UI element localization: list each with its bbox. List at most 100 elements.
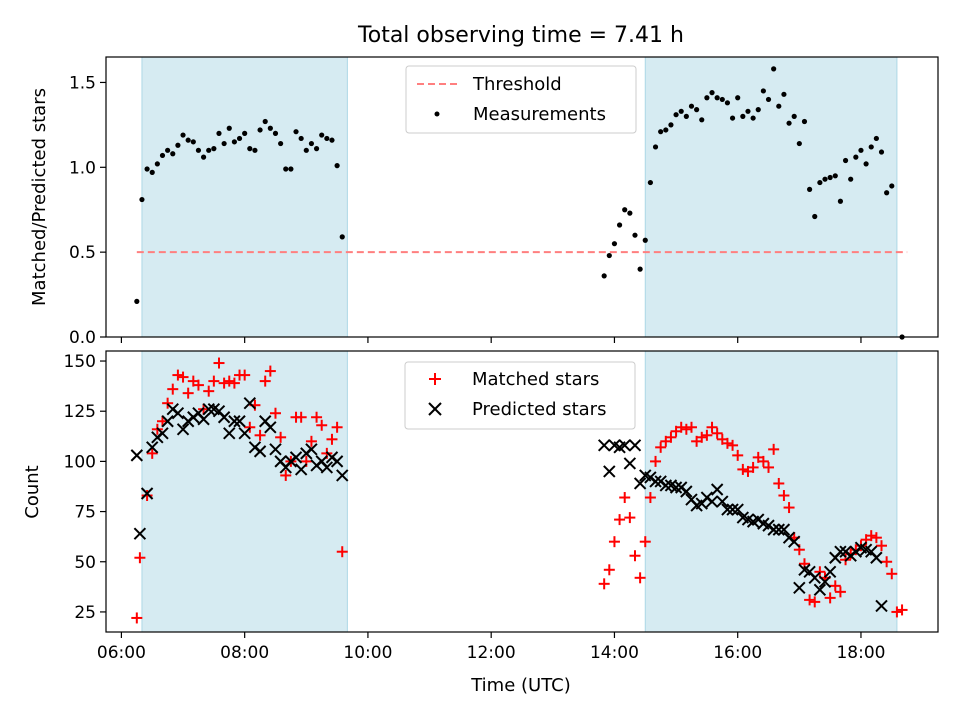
measurement-point	[200, 154, 207, 160]
measurement-point	[627, 210, 633, 216]
measurement-point	[848, 176, 854, 182]
predicted-star-point	[772, 523, 785, 536]
matched-star-point	[254, 429, 266, 441]
measurement-point	[801, 118, 808, 125]
measurement-point	[329, 137, 335, 143]
matched-star-point	[881, 556, 893, 568]
matched-star-point	[834, 586, 846, 598]
measurement-point	[858, 147, 864, 153]
measurement-point	[324, 135, 330, 142]
matched-star-point	[824, 592, 836, 604]
matched-star-point	[203, 385, 215, 397]
predicted-star-point	[161, 415, 174, 428]
predicted-star-point	[130, 449, 144, 462]
bottom-y-ticks: 25 50 75 100 125 150	[64, 352, 106, 623]
predicted-star-point	[777, 523, 791, 536]
measurement-point	[303, 147, 309, 153]
predicted-star-point	[793, 581, 806, 595]
measurement-point	[647, 179, 653, 186]
measurement-point	[278, 140, 284, 147]
predicted-star-point	[202, 403, 215, 416]
measurement-point	[154, 161, 160, 167]
top-y-ticks: 0.0 0.5 1.0 1.5	[69, 73, 106, 348]
matched-star-point	[316, 419, 328, 431]
measurement-point	[740, 113, 746, 119]
measurement-point	[226, 125, 232, 131]
matched-star-point	[655, 441, 667, 453]
measurement-point	[714, 95, 720, 101]
matched-star-point	[650, 455, 662, 467]
measurement-point	[262, 118, 268, 125]
matched-star-point	[634, 572, 646, 584]
predicted-star-point	[176, 423, 190, 436]
measurement-point	[837, 198, 844, 204]
matched-star-point	[134, 552, 146, 564]
measurement-point	[170, 151, 176, 157]
measurement-point	[704, 95, 710, 101]
measurement-point	[755, 107, 761, 113]
measurement-point	[319, 132, 325, 138]
measurement-point	[139, 196, 145, 203]
measurement-point	[195, 147, 202, 153]
predicted-star-point	[633, 477, 647, 490]
matched-star-point	[239, 369, 251, 381]
matched-star-point	[624, 512, 636, 524]
measurement-point	[134, 298, 140, 304]
matched-star-point	[269, 407, 281, 419]
measurement-point	[298, 135, 304, 142]
top-panel: 0.0 0.5 1.0 1.5 Matched/Predicted stars Thr…	[29, 56, 939, 348]
matched-star-point	[223, 375, 235, 387]
measurement-point	[339, 234, 345, 240]
measurement-point	[863, 161, 869, 167]
predicted-star-point	[294, 463, 308, 476]
top-x-ticks	[120, 337, 862, 343]
matched-star-point	[608, 536, 620, 548]
predicted-stars-points	[130, 396, 888, 613]
top-y-tick-label: 0.5	[69, 243, 96, 263]
matched-star-point	[244, 421, 256, 433]
matched-star-point	[639, 536, 651, 548]
bottom-y-tick-label: 150	[64, 352, 96, 372]
measurement-point	[642, 237, 648, 243]
matched-star-point	[167, 383, 179, 395]
measurement-point	[221, 140, 227, 147]
measurement-point	[663, 127, 669, 133]
matched-star-point	[768, 443, 780, 455]
matched-star-point	[876, 540, 888, 552]
matched-star-point	[305, 435, 317, 447]
predicted-star-point	[289, 451, 303, 464]
matched-star-point	[182, 387, 194, 399]
measurement-point	[658, 129, 664, 135]
bottom-y-tick-label: 50	[74, 553, 96, 573]
matched-legend-label: Matched stars	[472, 369, 599, 390]
predicted-star-point	[238, 427, 251, 440]
predicted-star-point	[818, 575, 832, 589]
predicted-star-point	[813, 583, 827, 597]
predicted-star-point	[233, 415, 246, 428]
measurement-point	[272, 130, 279, 136]
matched-star-point	[829, 580, 841, 592]
measurement-point	[812, 213, 818, 220]
predicted-star-point	[659, 479, 673, 492]
measurement-point	[688, 103, 695, 109]
measurement-point	[190, 139, 196, 145]
matched-star-point	[331, 421, 343, 433]
measurement-point	[334, 163, 340, 169]
matched-star-point	[886, 568, 898, 580]
matched-star-point	[685, 421, 697, 433]
measurement-point	[313, 146, 320, 152]
matched-star-point	[711, 427, 723, 439]
measurement-point	[308, 140, 315, 147]
measurement-point	[175, 142, 181, 148]
measurement-point	[257, 127, 263, 133]
measurement-point	[165, 147, 171, 153]
x-tick-label: 08:00	[220, 643, 269, 663]
measurement-point	[791, 113, 797, 119]
matched-star-point	[131, 612, 143, 624]
x-tick-label: 18:00	[836, 643, 885, 663]
measurement-point	[283, 166, 289, 172]
measurement-point	[832, 173, 838, 179]
predicted-star-point	[823, 565, 837, 578]
measurement-point	[760, 88, 766, 94]
